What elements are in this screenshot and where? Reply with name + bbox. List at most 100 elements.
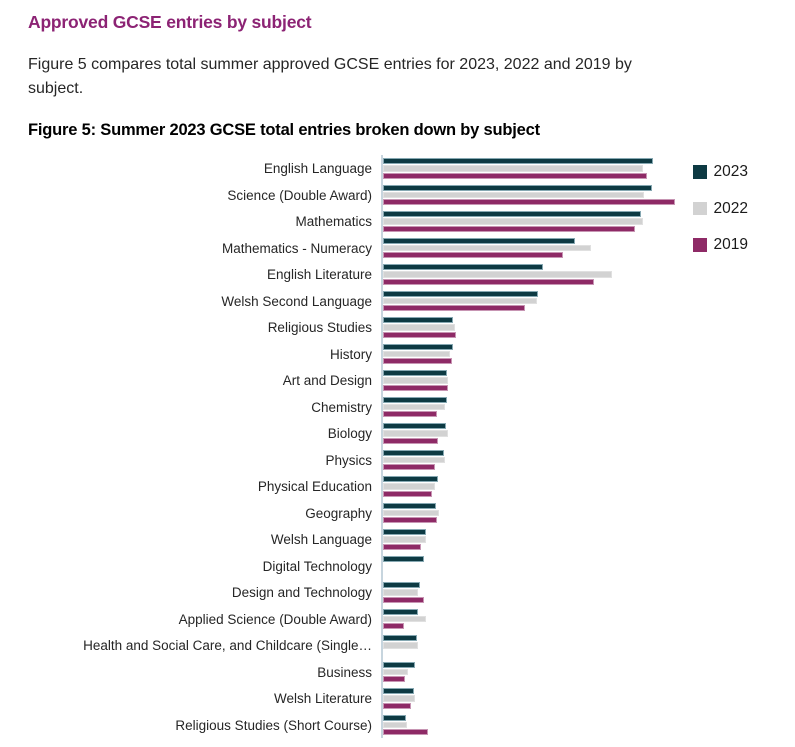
bar-group xyxy=(381,658,795,685)
category-label: Science (Double Award) xyxy=(227,187,372,203)
chart-row: Applied Science (Double Award) xyxy=(28,605,795,632)
bar-2022 xyxy=(383,350,450,358)
bar-2022 xyxy=(383,324,455,331)
bar-2023 xyxy=(383,396,447,403)
bar-2019 xyxy=(383,252,563,259)
bar-2023 xyxy=(383,211,641,218)
bar-2019 xyxy=(383,543,421,550)
category-label: Art and Design xyxy=(282,373,372,388)
chart-row: Geography xyxy=(28,499,795,526)
chart-row: Welsh Second Language xyxy=(28,287,795,314)
bar-2022 xyxy=(383,218,643,225)
chart-row: Business xyxy=(28,658,795,685)
bar-2023 xyxy=(383,449,444,456)
bar-2022 xyxy=(383,695,415,702)
category-label: Religious Studies xyxy=(267,320,372,335)
bar-2019 xyxy=(383,411,437,418)
legend-swatch-2019 xyxy=(693,238,707,252)
category-label: Design and Technology xyxy=(231,585,372,600)
bar-chart: English Language Science (Double Award) Ma… xyxy=(28,155,795,744)
category-label: Geography xyxy=(305,505,372,521)
bar-2023 xyxy=(383,661,415,668)
category-label: Welsh Literature xyxy=(273,691,372,706)
intro-line-1: Figure 5 compares total summer approved … xyxy=(28,56,632,73)
bar-group xyxy=(381,420,795,447)
category-label: Mathematics - Numeracy xyxy=(221,240,372,256)
legend-label: 2023 xyxy=(713,163,748,180)
bar-group xyxy=(381,208,795,235)
bar-2019 xyxy=(383,464,435,471)
category-label: Health and Social Care, and Childcare (S… xyxy=(83,638,372,653)
chart-row: Physics xyxy=(28,446,795,473)
bar-group xyxy=(381,155,795,182)
bar-group xyxy=(381,605,795,632)
bar-2022 xyxy=(383,589,418,596)
bar-2023 xyxy=(383,476,438,483)
bar-2019 xyxy=(383,278,594,285)
bar-2019 xyxy=(383,384,448,391)
bar-group xyxy=(381,632,795,659)
bar-2023 xyxy=(383,264,543,271)
bar-2022 xyxy=(383,509,439,517)
bar-2023 xyxy=(383,317,453,324)
bar-2022 xyxy=(383,403,445,411)
bar-2023 xyxy=(383,608,418,615)
legend-item-2023: 2023 xyxy=(693,163,793,180)
bar-2019 xyxy=(383,358,452,365)
category-label: Welsh Language xyxy=(270,532,372,547)
chart-legend: 2023 2022 2019 xyxy=(693,163,793,275)
bar-2019 xyxy=(383,225,635,232)
bar-2022 xyxy=(383,271,612,278)
bar-group xyxy=(381,473,795,500)
legend-item-2022: 2022 xyxy=(693,200,793,217)
legend-label: 2019 xyxy=(713,236,748,253)
bar-2019 xyxy=(383,437,438,444)
bar-2023 xyxy=(383,343,453,350)
bar-2022 xyxy=(383,244,591,252)
chart-row: Welsh Literature xyxy=(28,685,795,712)
category-label: Religious Studies (Short Course) xyxy=(175,717,372,733)
chart-row: Mathematics - Numeracy xyxy=(28,234,795,261)
bar-2019 xyxy=(383,172,647,179)
bar-group xyxy=(381,287,795,314)
bar-2019 xyxy=(383,702,411,709)
bar-2019 xyxy=(383,676,405,683)
chart-row: Design and Technology xyxy=(28,579,795,606)
bar-group xyxy=(381,552,795,579)
bar-2022 xyxy=(383,377,448,384)
bar-2022 xyxy=(383,668,408,676)
bar-2023 xyxy=(383,158,653,165)
bar-group xyxy=(381,314,795,341)
chart-row: Mathematics xyxy=(28,208,795,235)
bar-2023 xyxy=(383,237,575,244)
category-label: English Literature xyxy=(266,267,372,282)
bar-group xyxy=(381,526,795,553)
bar-2023 xyxy=(383,714,406,721)
bar-2022 xyxy=(383,536,426,543)
legend-swatch-2023 xyxy=(693,165,707,179)
bar-group xyxy=(381,499,795,526)
category-label: History xyxy=(329,346,372,362)
bar-2022 xyxy=(383,721,407,729)
bar-2023 xyxy=(383,555,424,562)
bar-2022 xyxy=(383,615,426,623)
bar-2022 xyxy=(383,456,445,464)
bar-group xyxy=(381,340,795,367)
category-label: Mathematics xyxy=(295,214,372,229)
bar-2023 xyxy=(383,635,417,642)
category-label: Business xyxy=(317,664,372,680)
category-label: Applied Science (Double Award) xyxy=(178,611,372,627)
chart-row: History xyxy=(28,340,795,367)
bar-2023 xyxy=(383,529,426,536)
bar-group xyxy=(381,367,795,394)
bar-group xyxy=(381,234,795,261)
legend-swatch-2022 xyxy=(693,201,707,216)
chart-row: Religious Studies xyxy=(28,314,795,341)
bar-2023 xyxy=(383,502,436,509)
legend-item-2019: 2019 xyxy=(693,236,793,253)
bar-2023 xyxy=(383,423,446,430)
category-label: English Language xyxy=(263,161,372,176)
bar-2019 xyxy=(383,596,424,603)
bar-2022 xyxy=(383,642,418,649)
bar-2019 xyxy=(383,623,404,630)
